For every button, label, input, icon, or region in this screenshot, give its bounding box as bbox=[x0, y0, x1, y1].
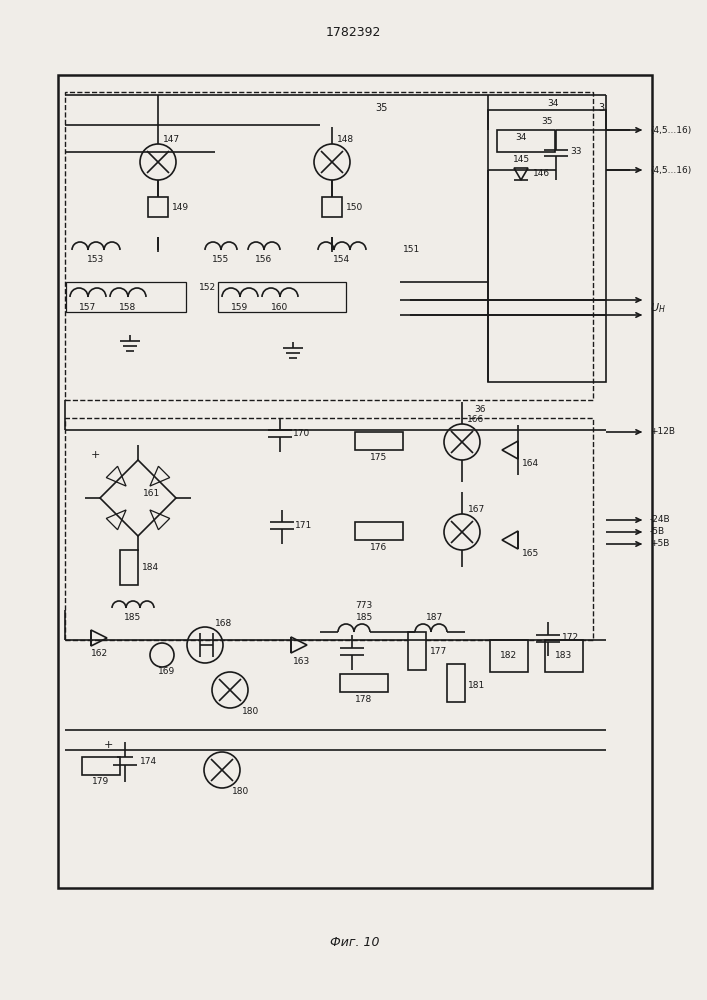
Text: 166: 166 bbox=[467, 416, 484, 424]
Text: 177: 177 bbox=[430, 648, 448, 656]
Text: 169: 169 bbox=[158, 666, 175, 676]
Text: -5B: -5B bbox=[650, 528, 665, 536]
Text: 183: 183 bbox=[556, 652, 573, 660]
Bar bbox=[65, 92, 593, 400]
Text: 147: 147 bbox=[163, 135, 180, 144]
Text: 171: 171 bbox=[295, 520, 312, 530]
Text: 187: 187 bbox=[426, 613, 443, 622]
Text: 34: 34 bbox=[547, 99, 559, 107]
Text: (4,5...16): (4,5...16) bbox=[650, 165, 691, 174]
Bar bbox=[355, 522, 403, 540]
Text: 157: 157 bbox=[79, 302, 97, 312]
Text: 149: 149 bbox=[172, 202, 189, 212]
Text: 152: 152 bbox=[199, 284, 216, 292]
Text: 154: 154 bbox=[334, 255, 351, 264]
Bar bbox=[322, 197, 342, 217]
Bar bbox=[355, 432, 403, 450]
Text: 185: 185 bbox=[124, 613, 141, 622]
Text: 146: 146 bbox=[533, 169, 550, 178]
Bar bbox=[66, 282, 186, 312]
Bar bbox=[488, 110, 606, 382]
Text: 145: 145 bbox=[513, 155, 530, 164]
Text: 170: 170 bbox=[293, 428, 310, 438]
Text: 165: 165 bbox=[522, 550, 539, 558]
Text: 151: 151 bbox=[403, 245, 420, 254]
Text: 35: 35 bbox=[542, 117, 553, 126]
Text: Фиг. 10: Фиг. 10 bbox=[330, 936, 380, 948]
Text: 160: 160 bbox=[271, 302, 288, 312]
Text: 155: 155 bbox=[212, 255, 230, 264]
Bar bbox=[490, 640, 528, 672]
Text: 175: 175 bbox=[370, 454, 387, 462]
Text: +: + bbox=[103, 740, 112, 750]
Text: 179: 179 bbox=[93, 778, 110, 786]
Text: 158: 158 bbox=[119, 302, 136, 312]
Text: -24B: -24B bbox=[650, 516, 671, 524]
Text: 159: 159 bbox=[231, 302, 249, 312]
Bar bbox=[545, 640, 583, 672]
Text: 163: 163 bbox=[293, 656, 310, 666]
Text: 185: 185 bbox=[356, 613, 373, 622]
Text: 33: 33 bbox=[570, 147, 581, 156]
Text: 167: 167 bbox=[468, 506, 485, 514]
Text: 180: 180 bbox=[242, 708, 259, 716]
Text: 36: 36 bbox=[474, 404, 486, 414]
Text: 150: 150 bbox=[346, 202, 363, 212]
Text: 182: 182 bbox=[501, 652, 518, 660]
Bar bbox=[218, 282, 346, 312]
Bar bbox=[408, 632, 426, 670]
Text: 3: 3 bbox=[598, 103, 604, 113]
Text: 153: 153 bbox=[88, 255, 105, 264]
Text: 35: 35 bbox=[376, 103, 388, 113]
Text: 161: 161 bbox=[144, 488, 160, 497]
Text: 1782392: 1782392 bbox=[325, 25, 380, 38]
Text: 181: 181 bbox=[468, 680, 485, 690]
Bar bbox=[447, 664, 465, 702]
Text: 172: 172 bbox=[562, 634, 579, 643]
Text: +12B: +12B bbox=[650, 428, 675, 436]
Bar bbox=[58, 75, 652, 888]
Text: 178: 178 bbox=[356, 696, 373, 704]
Text: +5B: +5B bbox=[650, 540, 670, 548]
Bar bbox=[497, 130, 555, 152]
Text: 156: 156 bbox=[255, 255, 273, 264]
Text: 180: 180 bbox=[232, 788, 250, 796]
Text: (4,5...16): (4,5...16) bbox=[650, 125, 691, 134]
Text: 148: 148 bbox=[337, 135, 354, 144]
Text: 34: 34 bbox=[515, 133, 527, 142]
Text: 162: 162 bbox=[91, 648, 109, 658]
Text: 168: 168 bbox=[215, 618, 233, 628]
Text: 176: 176 bbox=[370, 544, 387, 552]
Text: 773: 773 bbox=[355, 600, 373, 609]
Text: 184: 184 bbox=[142, 564, 159, 572]
Bar bbox=[82, 757, 120, 775]
Bar bbox=[340, 674, 388, 692]
Text: 164: 164 bbox=[522, 460, 539, 468]
Bar bbox=[120, 550, 138, 585]
Bar bbox=[65, 418, 593, 640]
Text: 174: 174 bbox=[140, 758, 157, 766]
Text: +: + bbox=[90, 450, 100, 460]
Text: $U_H$: $U_H$ bbox=[650, 301, 666, 315]
Bar bbox=[148, 197, 168, 217]
